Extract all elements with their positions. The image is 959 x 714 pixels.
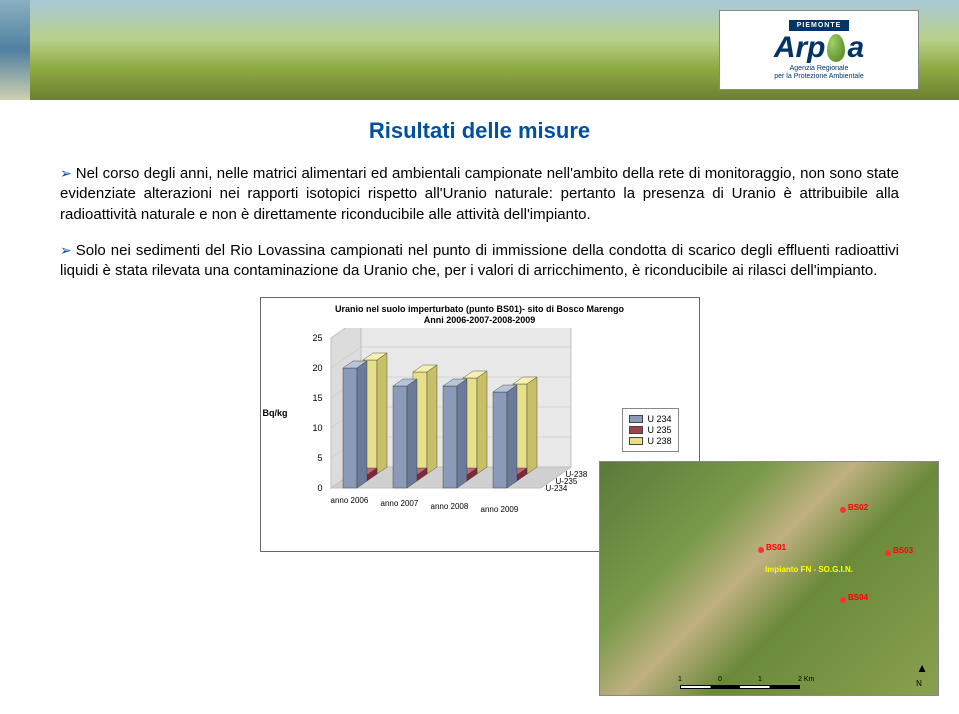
paragraph-1: ➢Nel corso degli anni, nelle matrici ali… <box>60 164 899 225</box>
legend-label: U 234 <box>647 414 671 424</box>
chart-x-tick: anno 2009 <box>481 505 519 514</box>
logo-name: Arpa <box>774 31 864 65</box>
legend-item: U 234 <box>629 414 671 424</box>
chart-x-tick: anno 2007 <box>381 499 419 508</box>
legend-item: U 235 <box>629 425 671 435</box>
map-scale-bar <box>680 685 800 689</box>
chart-y-tick: 25 <box>303 333 323 343</box>
map-point-label: BS04 <box>848 593 868 602</box>
paragraph-2: ➢Solo nei sedimenti del Rio Lovassina ca… <box>60 241 899 282</box>
site-map: ▲N BS02 BS01 BS03 BS04 Impianto FN - SO.G.I.… <box>599 461 939 696</box>
arpa-logo: PIEMONTE Arpa Agenzia Regionale per la P… <box>719 10 919 90</box>
map-scale-tick: 1 <box>678 676 682 683</box>
map-point-dot <box>885 550 891 556</box>
logo-subtitle: Agenzia Regionale per la Protezione Ambi… <box>774 65 864 80</box>
map-point-label: BS02 <box>848 503 868 512</box>
map-point-label: BS03 <box>893 546 913 555</box>
leaf-icon <box>827 34 845 62</box>
logo-region: PIEMONTE <box>789 20 850 31</box>
legend-swatch <box>629 415 643 423</box>
header-banner: PIEMONTE Arpa Agenzia Regionale per la P… <box>0 0 959 100</box>
bullet-icon: ➢ <box>60 242 72 258</box>
map-scale-tick: 1 <box>758 676 762 683</box>
chart-x-tick: anno 2008 <box>431 502 469 511</box>
chart-legend: U 234U 235U 238 <box>622 408 678 452</box>
map-point-label: BS01 <box>766 543 786 552</box>
slide-title: Risultati delle misure <box>60 118 899 144</box>
map-point-dot <box>840 597 846 603</box>
chart-y-tick: 10 <box>303 423 323 433</box>
map-scale-tick: 0 <box>718 676 722 683</box>
chart-x-tick: anno 2006 <box>331 496 369 505</box>
map-point-dot <box>758 547 764 553</box>
legend-label: U 235 <box>647 425 671 435</box>
chart-y-tick: 20 <box>303 363 323 373</box>
chart-y-label: Bq/kg <box>263 408 288 418</box>
chart-y-tick: 0 <box>303 483 323 493</box>
bullet-icon: ➢ <box>60 165 72 181</box>
map-scale-tick: 2 Km <box>798 676 814 683</box>
chart-z-tick: U-238 <box>566 470 588 479</box>
legend-swatch <box>629 437 643 445</box>
north-arrow-icon: ▲N <box>916 661 928 689</box>
legend-swatch <box>629 426 643 434</box>
legend-label: U 238 <box>647 436 671 446</box>
legend-item: U 238 <box>629 436 671 446</box>
chart-title: Uranio nel suolo imperturbato (punto BS0… <box>261 298 699 328</box>
chart-y-tick: 15 <box>303 393 323 403</box>
map-point-dot <box>840 507 846 513</box>
chart-y-tick: 5 <box>303 453 323 463</box>
map-plant-label: Impianto FN - SO.G.I.N. <box>765 565 853 574</box>
